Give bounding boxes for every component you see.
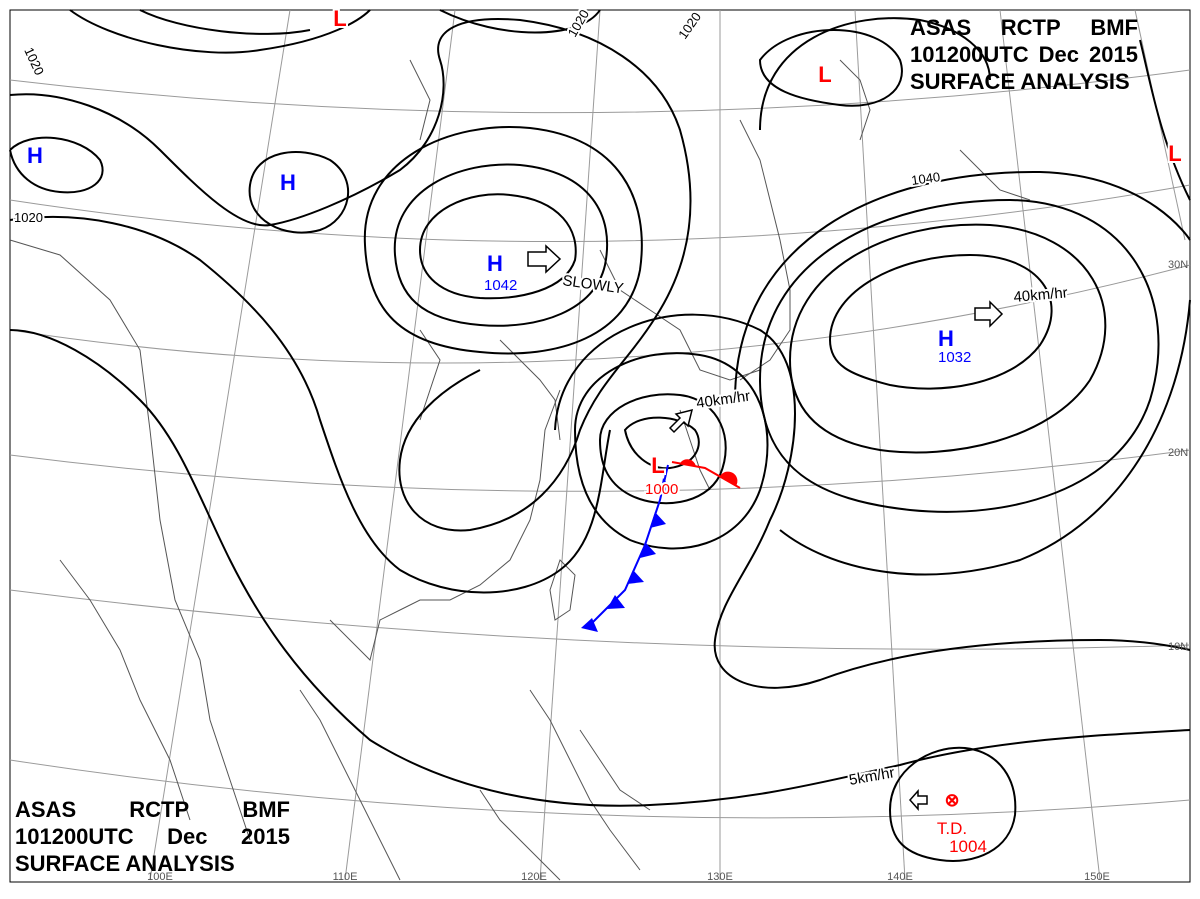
cold-front-barb: [627, 570, 644, 584]
motion-arrow-icon: [527, 244, 562, 274]
motion-label: 40km/hr: [1013, 284, 1068, 306]
isobar-label: 1040: [910, 169, 941, 188]
motion-label: SLOWLY: [561, 272, 624, 297]
latitude-label: 30N: [1168, 259, 1188, 271]
tropical-depression-icon: ⊗: [944, 790, 959, 810]
low-pressure-icon: L: [1168, 141, 1181, 166]
warm-front-lobe: [720, 471, 738, 486]
chart-header-top-right: ASAS RCTP BMF 101200UTC Dec 2015 SURFACE…: [910, 14, 1138, 95]
pressure-value: 1032: [938, 349, 971, 366]
header-time: 101200UTC: [910, 42, 1029, 67]
header-year: 2015: [1089, 42, 1138, 67]
chart-header-bottom-left: ASAS RCTP BMF 101200UTC Dec 2015 SURFACE…: [15, 796, 290, 877]
motion-label: 5km/hr: [848, 764, 896, 789]
motion-label: 40km/hr: [695, 388, 751, 412]
longitude-label: 140E: [887, 871, 913, 883]
coastlines: [9, 59, 1031, 881]
cold-front-barb: [581, 618, 598, 632]
header-agency: ASAS: [15, 797, 77, 822]
header-agency: ASAS: [910, 15, 972, 40]
tropical-depression-label: T.D.: [937, 819, 967, 838]
cold-front-barb: [640, 542, 656, 558]
high-pressure-icon: H: [280, 170, 296, 195]
header-title: SURFACE ANALYSIS: [15, 851, 235, 876]
isobar-label: 1020: [14, 210, 43, 225]
low-pressure-icon: L: [333, 6, 346, 31]
pressure-value: 1000: [645, 481, 678, 498]
tropical-depression-pressure: 1004: [949, 837, 987, 856]
warm-front-lobe: [680, 459, 696, 466]
header-station: RCTP: [129, 797, 190, 822]
high-pressure-icon: H: [27, 143, 43, 168]
tropical-depression: ⊗ T.D. 1004: [937, 790, 987, 856]
motion-arrow-icon: [668, 408, 694, 434]
low-pressure-icon: L: [818, 62, 831, 87]
header-time: 101200UTC: [15, 824, 134, 849]
header-month: Dec: [1038, 42, 1080, 67]
cold-front: [581, 464, 672, 632]
high-pressure-icon: H: [938, 326, 954, 351]
cold-front-barb: [607, 595, 625, 609]
warm-front: [671, 459, 741, 489]
motion-arrow-icon: [908, 789, 928, 811]
header-code: BMF: [1090, 15, 1138, 40]
latitude-label: 10N: [1168, 641, 1188, 653]
cold-front-barb: [650, 512, 666, 528]
header-title: SURFACE ANALYSIS: [910, 69, 1130, 94]
cold-front-barb: [660, 478, 672, 495]
isobar-label: 1020: [565, 7, 592, 40]
header-station: RCTP: [1000, 15, 1061, 40]
movement-arrows: [527, 244, 1004, 811]
isobars: [9, 9, 1191, 862]
header-month: Dec: [167, 824, 208, 849]
low-pressure-icon: L: [651, 453, 664, 478]
isobar-label: 1020: [21, 45, 47, 78]
longitude-label: 130E: [707, 871, 733, 883]
longitude-label: 150E: [1084, 871, 1110, 883]
longitude-label: 100E: [147, 871, 173, 883]
header-year: 2015: [241, 824, 290, 849]
header-code: BMF: [242, 797, 290, 822]
high-pressure-icon: H: [487, 251, 503, 276]
latitude-label: 20N: [1168, 447, 1188, 459]
motion-arrow-icon: [974, 300, 1004, 328]
pressure-value: 1042: [484, 277, 517, 294]
isobar-label: 1020: [675, 9, 704, 41]
longitude-label: 110E: [333, 871, 358, 883]
longitude-label: 120E: [521, 871, 547, 883]
